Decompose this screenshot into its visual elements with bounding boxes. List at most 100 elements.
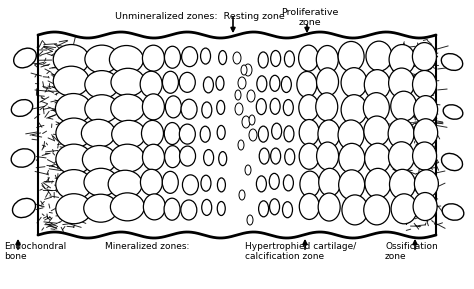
Ellipse shape [338,170,365,200]
Ellipse shape [442,204,464,220]
Ellipse shape [413,192,437,221]
Ellipse shape [11,149,35,167]
Ellipse shape [204,150,214,166]
Ellipse shape [414,96,438,124]
Ellipse shape [283,99,293,116]
Ellipse shape [53,45,89,75]
Ellipse shape [388,119,414,149]
Ellipse shape [338,41,364,71]
Ellipse shape [218,178,226,192]
Ellipse shape [341,95,367,125]
Ellipse shape [338,120,364,150]
Ellipse shape [342,195,368,225]
Ellipse shape [111,68,145,96]
Ellipse shape [56,144,92,174]
Ellipse shape [441,153,463,171]
Ellipse shape [256,99,266,115]
Ellipse shape [269,173,279,189]
Ellipse shape [339,143,365,173]
Ellipse shape [341,68,367,98]
Ellipse shape [412,71,437,99]
Ellipse shape [256,176,266,192]
Ellipse shape [389,45,415,75]
Ellipse shape [238,77,246,89]
Ellipse shape [299,45,319,71]
Ellipse shape [366,41,392,71]
Ellipse shape [299,143,319,169]
Ellipse shape [201,48,210,64]
Ellipse shape [414,119,438,147]
Ellipse shape [143,194,165,220]
Ellipse shape [270,199,280,215]
Ellipse shape [164,123,180,144]
Ellipse shape [142,45,164,71]
Ellipse shape [217,100,225,114]
Ellipse shape [258,52,268,68]
Ellipse shape [317,68,338,96]
Text: Unmineralized zones:  Resting zone: Unmineralized zones: Resting zone [115,12,285,21]
Ellipse shape [84,194,118,222]
Ellipse shape [285,149,295,165]
Ellipse shape [85,71,119,99]
Ellipse shape [82,145,117,173]
Ellipse shape [318,120,340,148]
Ellipse shape [247,215,253,225]
Ellipse shape [217,201,225,216]
Ellipse shape [56,170,92,200]
Ellipse shape [284,126,294,142]
Ellipse shape [85,95,119,123]
Ellipse shape [441,53,463,71]
Ellipse shape [318,193,340,221]
Ellipse shape [443,105,463,119]
Ellipse shape [164,146,181,168]
Ellipse shape [12,198,36,218]
Ellipse shape [297,71,317,97]
Ellipse shape [247,90,255,102]
Ellipse shape [182,47,198,67]
Ellipse shape [202,199,212,215]
Ellipse shape [110,144,145,172]
Ellipse shape [142,94,164,120]
Ellipse shape [316,46,338,73]
Ellipse shape [259,201,269,217]
Ellipse shape [203,77,213,93]
Ellipse shape [163,71,178,93]
Ellipse shape [316,93,338,121]
Ellipse shape [414,170,438,198]
Ellipse shape [249,115,255,125]
Ellipse shape [365,168,391,198]
Text: Mineralized zones:: Mineralized zones: [105,242,190,251]
Ellipse shape [219,51,227,64]
Ellipse shape [165,96,182,118]
Ellipse shape [245,165,251,175]
Ellipse shape [412,142,437,170]
Ellipse shape [317,142,338,170]
Ellipse shape [216,76,224,90]
Ellipse shape [300,171,320,197]
Ellipse shape [299,120,319,146]
Ellipse shape [164,46,181,68]
Ellipse shape [143,144,164,170]
Text: Ossification
zone: Ossification zone [385,242,438,261]
Ellipse shape [11,100,33,116]
Ellipse shape [257,76,267,92]
Ellipse shape [249,129,257,141]
Ellipse shape [14,48,36,68]
Ellipse shape [85,45,119,73]
Ellipse shape [82,119,115,147]
Text: Proliferative
zone: Proliferative zone [281,8,339,27]
Ellipse shape [201,175,211,191]
Ellipse shape [141,121,164,147]
Text: Endochondral
bone: Endochondral bone [4,242,66,261]
Ellipse shape [181,200,197,220]
Ellipse shape [219,152,227,166]
Ellipse shape [239,190,245,200]
Ellipse shape [55,94,91,123]
Ellipse shape [108,170,142,198]
Ellipse shape [271,148,281,164]
Ellipse shape [272,123,282,139]
Ellipse shape [389,142,414,172]
Ellipse shape [179,124,195,144]
Ellipse shape [109,45,144,73]
Ellipse shape [182,175,199,195]
